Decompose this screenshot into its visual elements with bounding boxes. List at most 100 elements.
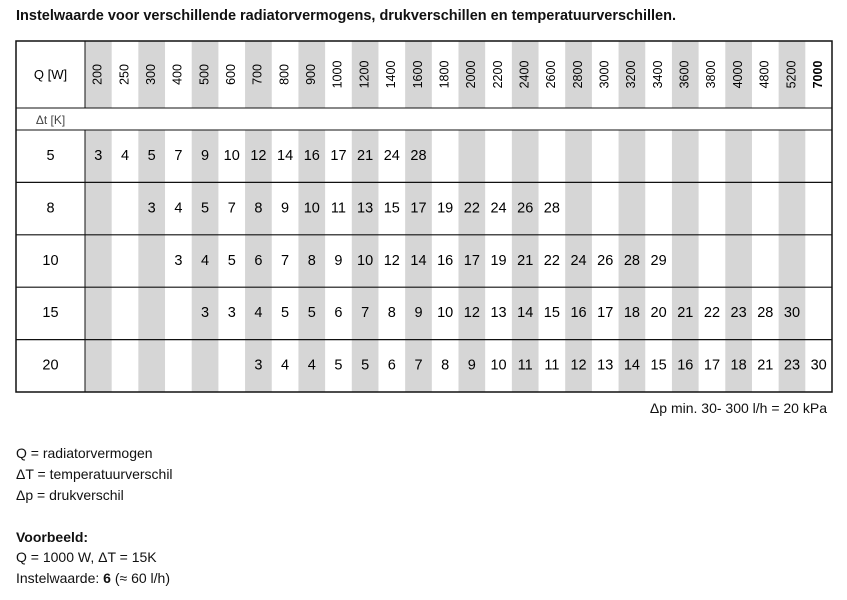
column-shade xyxy=(725,41,752,108)
column-header: 700 xyxy=(251,64,265,85)
column-header: 7000 xyxy=(811,61,825,89)
cell-value: 3 xyxy=(201,305,209,321)
cell-value: 12 xyxy=(384,253,400,269)
cell-value: 3 xyxy=(94,148,102,164)
column-header: 4800 xyxy=(758,61,772,89)
cell-value: 13 xyxy=(490,305,506,321)
row-label: 10 xyxy=(42,253,58,269)
cell-value: 6 xyxy=(254,253,262,269)
row-label: 8 xyxy=(46,200,54,216)
cell-value: 7 xyxy=(228,200,236,216)
cell-value: 10 xyxy=(437,305,453,321)
cell-value: 14 xyxy=(410,253,426,269)
legend-item: Q = radiatorvermogen xyxy=(16,445,153,461)
cell-value: 14 xyxy=(277,148,293,164)
column-shade xyxy=(405,41,432,108)
cell-value: 16 xyxy=(677,358,693,374)
cell-value: 7 xyxy=(174,148,182,164)
cell-value: 7 xyxy=(414,358,422,374)
cell-value: 15 xyxy=(651,358,667,374)
cell-value: 21 xyxy=(357,148,373,164)
cell-value: 8 xyxy=(388,305,396,321)
column-header: 250 xyxy=(117,64,131,85)
column-shade xyxy=(85,41,112,108)
cell-value: 8 xyxy=(308,253,316,269)
cell-value: 4 xyxy=(121,148,129,164)
cell-value: 28 xyxy=(757,305,773,321)
dt-label: Δt [K] xyxy=(36,113,65,127)
cell-value: 6 xyxy=(334,305,342,321)
column-header: 300 xyxy=(144,64,158,85)
cell-value: 28 xyxy=(410,148,426,164)
cell-value: 19 xyxy=(437,200,453,216)
cell-value: 4 xyxy=(281,358,289,374)
cell-value: 22 xyxy=(704,305,720,321)
column-header: 200 xyxy=(91,64,105,85)
column-shade xyxy=(138,41,166,108)
cell-value: 17 xyxy=(704,358,720,374)
cell-value: 30 xyxy=(811,358,827,374)
column-shade xyxy=(778,41,806,108)
cell-value: 8 xyxy=(254,200,262,216)
cell-value: 5 xyxy=(334,358,342,374)
q-label: Q [W] xyxy=(34,67,67,82)
column-header: 5200 xyxy=(784,61,798,89)
cell-value: 16 xyxy=(570,305,586,321)
cell-value: 23 xyxy=(731,305,747,321)
cell-value: 10 xyxy=(490,358,506,374)
cell-value: 8 xyxy=(441,358,449,374)
cell-value: 19 xyxy=(490,253,506,269)
cell-value: 18 xyxy=(624,305,640,321)
cell-value: 15 xyxy=(544,305,560,321)
table-border xyxy=(15,40,833,393)
example-heading: Voorbeeld: xyxy=(16,529,89,545)
column-header: 1000 xyxy=(331,61,345,89)
column-header: 3800 xyxy=(704,61,718,89)
column-header: 400 xyxy=(171,64,185,85)
cell-value: 26 xyxy=(517,200,533,216)
setting-table: Q [W] Δt [K] 200 250 300 400 500 600 700 800 900 10… xyxy=(15,40,833,393)
column-header: 600 xyxy=(224,64,238,85)
column-header: 3600 xyxy=(678,61,692,89)
row-label: 15 xyxy=(42,305,58,321)
cell-value: 20 xyxy=(651,305,667,321)
column-header: 800 xyxy=(277,64,291,85)
cell-value: 9 xyxy=(468,358,476,374)
cell-value: 6 xyxy=(388,358,396,374)
cell-value: 4 xyxy=(201,253,209,269)
column-header: 2800 xyxy=(571,61,585,89)
column-header: 2400 xyxy=(517,61,531,89)
cell-value: 26 xyxy=(597,253,613,269)
cell-value: 4 xyxy=(254,305,262,321)
column-header: 2600 xyxy=(544,61,558,89)
example-line: Q = 1000 W, ΔT = 15K xyxy=(16,549,157,565)
column-shade xyxy=(511,41,539,108)
cell-value: 30 xyxy=(784,305,800,321)
cell-value: 9 xyxy=(281,200,289,216)
legend-item: ΔT = temperatuurverschil xyxy=(16,466,173,482)
column-shade xyxy=(458,41,486,108)
column-shade xyxy=(405,130,432,392)
example-text: (≈ 60 l/h) xyxy=(110,570,171,586)
cell-value: 24 xyxy=(490,200,506,216)
cell-value: 13 xyxy=(597,358,613,374)
cell-value: 17 xyxy=(330,148,346,164)
cell-value: 22 xyxy=(464,200,480,216)
cell-value: 23 xyxy=(784,358,800,374)
column-shade xyxy=(778,130,806,392)
column-shade xyxy=(85,130,112,392)
cell-value: 15 xyxy=(384,200,400,216)
column-shade xyxy=(298,41,326,108)
column-shade xyxy=(351,130,379,392)
title: Instelwaarde voor verschillende radiator… xyxy=(16,8,676,24)
column-shade xyxy=(671,41,699,108)
cell-value: 7 xyxy=(281,253,289,269)
legend-item: Δp = drukverschil xyxy=(16,487,124,503)
cell-value: 29 xyxy=(651,253,667,269)
cell-value: 21 xyxy=(517,253,533,269)
cell-value: 12 xyxy=(464,305,480,321)
column-shade xyxy=(511,130,539,392)
column-shade xyxy=(191,41,219,108)
column-shade xyxy=(351,41,379,108)
